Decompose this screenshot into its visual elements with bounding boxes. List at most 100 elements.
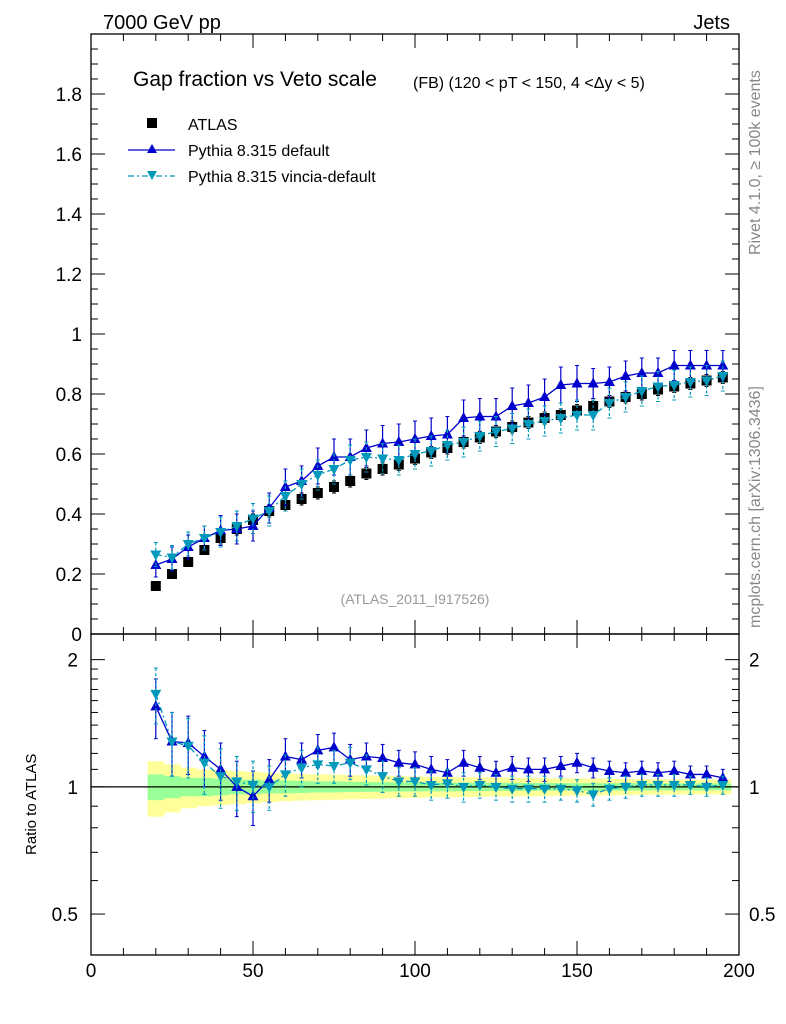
- ratio-point-triangle-down: [150, 689, 162, 700]
- main-point-triangle-up: [571, 377, 583, 388]
- main-point-triangle-down: [474, 432, 486, 442]
- main-series-line-2: [155, 375, 723, 559]
- main-point-triangle-down: [652, 382, 664, 393]
- main-point-triangle-down: [296, 480, 308, 490]
- main-y-tick-label: 1.8: [56, 85, 82, 106]
- chart-subtitle: (FB) (120 < pT < 150, 4 <Δy < 5): [413, 75, 645, 92]
- main-point-triangle-down: [620, 393, 632, 403]
- ratio-point-triangle-up: [458, 756, 470, 767]
- main-point-triangle-down: [409, 450, 421, 460]
- main-point-triangle-down: [587, 411, 599, 421]
- rivet-version-label: Rivet 4.1.0, ≥ 100k events: [747, 70, 764, 255]
- main-point-triangle-down: [150, 550, 162, 561]
- main-point-triangle-down: [555, 414, 567, 424]
- main-point-triangle-down: [231, 522, 243, 532]
- ratio-point-triangle-up: [409, 758, 421, 769]
- ratio-point-triangle-up: [377, 752, 389, 763]
- legend: ATLAS Pythia 8.315 default Pythia 8.315 …: [128, 117, 376, 186]
- ratio-plot-frame: [90, 633, 740, 956]
- ratio-point-triangle-down: [296, 763, 308, 774]
- main-point-triangle-down: [522, 420, 534, 430]
- ratio-series-layer: [150, 667, 729, 827]
- ratio-point-triangle-down: [668, 781, 680, 792]
- main-point-triangle-up: [636, 367, 648, 377]
- main-point-triangle-down: [668, 381, 680, 391]
- ratio-x-tick-label: 0: [86, 961, 97, 982]
- main-point-triangle-down: [247, 514, 259, 525]
- main-point-triangle-down: [701, 376, 713, 387]
- ratio-y-tick-label-right: 2: [749, 651, 760, 672]
- ratio-point-triangle-down: [182, 741, 194, 752]
- ratio-point-triangle-down: [166, 737, 178, 748]
- ratio-x-tick-label: 200: [723, 961, 755, 982]
- ratio-point-triangle-up: [328, 741, 340, 752]
- main-point-triangle-up: [620, 370, 632, 380]
- main-point-triangle-down: [328, 465, 340, 475]
- ratio-point-triangle-down: [344, 758, 356, 769]
- ratio-point-triangle-down: [393, 777, 405, 788]
- ratio-point-triangle-down: [652, 781, 664, 792]
- main-point-triangle-up: [717, 359, 729, 370]
- main-point-triangle-down: [344, 456, 356, 466]
- ratio-point-triangle-down: [215, 772, 227, 783]
- main-point-triangle-down: [425, 447, 437, 457]
- main-point-triangle-up: [603, 376, 615, 386]
- ratio-point-triangle-down: [539, 784, 551, 795]
- main-point-square: [329, 482, 339, 492]
- main-y-tick-label: 1.2: [56, 265, 82, 286]
- main-point-triangle-up: [668, 359, 680, 370]
- ratio-point-triangle-up: [603, 765, 615, 776]
- legend-label-atlas: ATLAS: [188, 117, 238, 134]
- main-point-triangle-up: [409, 433, 421, 443]
- ratio-point-triangle-down: [555, 784, 567, 795]
- main-point-triangle-up: [377, 437, 389, 448]
- ratio-point-triangle-up: [425, 763, 437, 774]
- main-point-triangle-up: [701, 359, 713, 370]
- ratio-point-triangle-up: [506, 761, 518, 772]
- ratio-point-triangle-down: [279, 770, 291, 781]
- axis-tick-labels: 0 0.2 0.4 0.6 0.8 1 1.2 1.4 1.6 1.8 0 50 100 150 200 0.…: [52, 85, 776, 982]
- main-point-square: [312, 488, 323, 498]
- ratio-x-tick-label: 150: [561, 961, 593, 982]
- main-point-square: [345, 476, 356, 486]
- ratio-y-tick-label: 2: [67, 651, 78, 672]
- main-point-triangle-down: [279, 492, 291, 502]
- main-y-tick-label: 0.6: [56, 445, 82, 466]
- ratio-y-tick-label-right: 0.5: [749, 905, 775, 926]
- ratio-point-triangle-up: [474, 761, 486, 772]
- ratio-point-triangle-down: [490, 782, 502, 793]
- main-point-triangle-up: [393, 436, 405, 446]
- main-point-triangle-up: [490, 410, 502, 421]
- ratio-point-triangle-down: [441, 779, 453, 790]
- legend-marker-atlas: [147, 118, 157, 128]
- ratio-point-triangle-down: [506, 784, 518, 795]
- main-point-triangle-up: [539, 391, 551, 401]
- main-point-triangle-up: [506, 400, 518, 410]
- main-point-triangle-down: [263, 507, 275, 517]
- main-point-triangle-down: [490, 427, 502, 438]
- analysis-reference: (ATLAS_2011_I917526): [341, 591, 490, 607]
- ratio-y-tick-label-right: 1: [749, 778, 760, 799]
- ratio-point-triangle-down: [522, 784, 534, 795]
- ratio-point-triangle-down: [425, 781, 437, 792]
- main-y-tick-label: 0.4: [56, 505, 83, 526]
- ratio-point-triangle-up: [198, 750, 210, 761]
- ratio-point-triangle-up: [571, 756, 583, 767]
- mcplots-label: mcplots.cern.ch [arXiv:1306.3436]: [747, 386, 764, 628]
- ratio-point-triangle-down: [684, 781, 696, 792]
- main-point-triangle-down: [441, 441, 453, 451]
- main-point-square: [361, 468, 372, 479]
- ratio-point-triangle-down: [474, 781, 486, 792]
- main-series-layer: [150, 350, 729, 591]
- main-point-triangle-down: [182, 540, 194, 550]
- main-point-triangle-down: [506, 424, 518, 435]
- main-point-triangle-down: [717, 372, 729, 382]
- ratio-point-triangle-down: [377, 772, 389, 783]
- ratio-point-triangle-up: [522, 763, 534, 774]
- main-point-triangle-up: [555, 379, 567, 389]
- ratio-point-triangle-up: [636, 765, 648, 776]
- main-point-triangle-down: [458, 438, 470, 448]
- main-point-triangle-down: [377, 454, 389, 465]
- main-point-square: [183, 557, 194, 567]
